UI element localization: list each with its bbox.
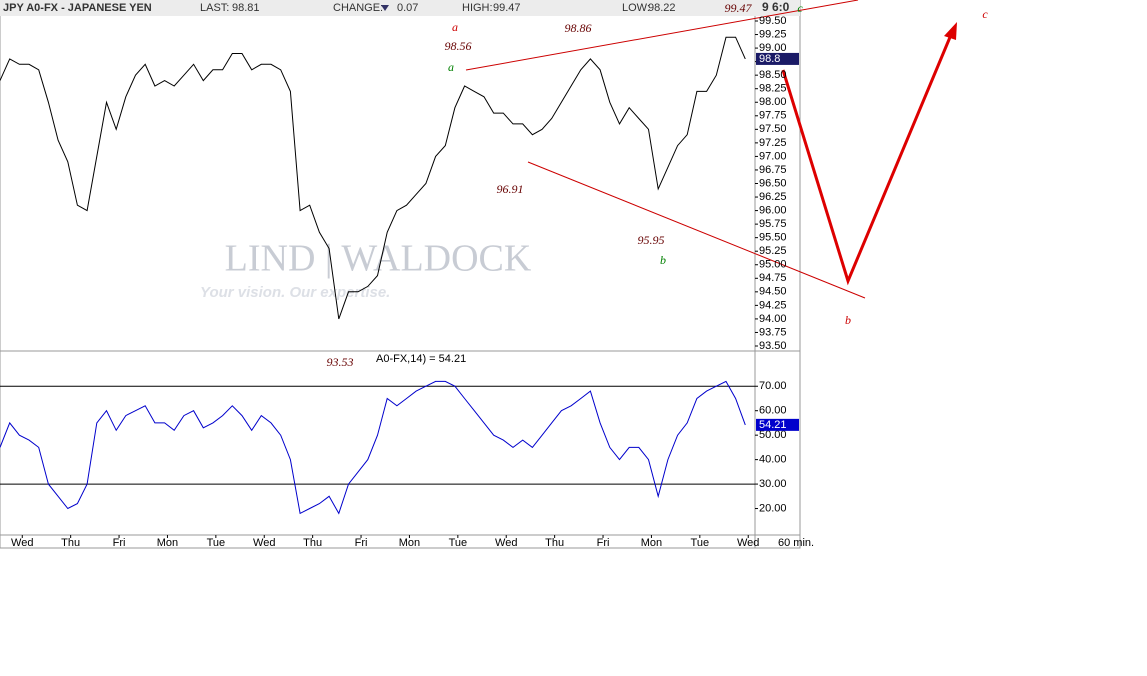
y-tick-label: 94.25	[759, 299, 787, 311]
x-tick-label: Mon	[399, 537, 420, 549]
y-tick-label: 50.00	[759, 429, 787, 441]
y-tick-label: 93.75	[759, 326, 787, 338]
last-value-label: 54.21	[759, 419, 787, 431]
x-tick-label: Thu	[303, 537, 322, 549]
wave-annotation: 98.86	[565, 21, 592, 35]
x-tick-label: Tue	[449, 537, 468, 549]
wave-annotation: b	[660, 253, 666, 267]
low-value: 98.22	[648, 2, 676, 14]
wave-annotation: c	[982, 7, 988, 21]
wave-annotation: a	[448, 60, 454, 74]
x-tick-label: Thu	[545, 537, 564, 549]
y-tick-label: 94.00	[759, 313, 787, 325]
last-value-label: 98.8	[759, 53, 780, 65]
wave-annotation: 96.91	[497, 182, 524, 196]
y-tick-label: 97.00	[759, 150, 787, 162]
y-tick-label: 94.75	[759, 272, 787, 284]
high-label: HIGH:	[462, 2, 493, 14]
y-tick-label: 96.50	[759, 177, 787, 189]
x-tick-label: Wed	[253, 537, 275, 549]
y-tick-label: 70.00	[759, 380, 787, 392]
wave-annotation: 95.95	[638, 233, 665, 247]
projection-arrow	[781, 29, 955, 286]
wave-annotation: 93.53	[327, 355, 354, 369]
last-value: 98.81	[232, 2, 260, 14]
chart-frame	[0, 0, 801, 549]
change-label: CHANGE:	[333, 2, 383, 14]
high-value: 99.47	[493, 2, 521, 14]
y-tick-label: 95.25	[759, 245, 787, 257]
time: 9 6:0	[762, 0, 790, 14]
x-tick-label: Wed	[737, 537, 759, 549]
x-tick-label: Mon	[641, 537, 662, 549]
y-tick-label: 93.50	[759, 340, 787, 352]
change-value: 0.07	[397, 2, 418, 14]
x-tick-label: Tue	[691, 537, 710, 549]
y-tick-label: 98.50	[759, 69, 787, 81]
wave-annotation: a	[452, 20, 458, 34]
y-tick-label: 96.25	[759, 191, 787, 203]
y-tick-label: 95.50	[759, 232, 787, 244]
symbol: JPY A0-FX - JAPANESE YEN	[3, 2, 152, 14]
y-tick-label: 99.25	[759, 28, 787, 40]
y-tick-label: 97.75	[759, 110, 787, 122]
last-value-box	[756, 418, 799, 431]
x-unit-label: 60 min.	[778, 537, 814, 549]
trend-line	[465, 0, 859, 71]
price-line	[0, 380, 746, 515]
header-bar	[0, 0, 800, 16]
y-tick-label: 20.00	[759, 502, 787, 514]
last-value-box	[756, 52, 799, 65]
trend-line	[527, 161, 866, 299]
wave-annotation: b	[845, 313, 851, 327]
x-tick-label: Fri	[355, 537, 368, 549]
y-tick-label: 96.00	[759, 204, 787, 216]
y-tick-label: 40.00	[759, 454, 787, 466]
y-tick-label: 99.50	[759, 15, 787, 27]
y-tick-label: 96.75	[759, 164, 787, 176]
y-tick-label: 30.00	[759, 478, 787, 490]
low-label: LOW:	[622, 2, 650, 14]
y-tick-label: 97.25	[759, 137, 787, 149]
change-icon	[381, 5, 389, 11]
x-tick-label: Thu	[61, 537, 80, 549]
wave-annotation: c	[797, 1, 803, 15]
y-tick-label: 98.00	[759, 96, 787, 108]
y-tick-label: 94.50	[759, 286, 787, 298]
arrow-head	[944, 22, 957, 40]
price-line	[0, 36, 746, 320]
x-tick-label: Wed	[495, 537, 517, 549]
watermark-tagline: Your vision. Our expertise.	[200, 284, 390, 301]
y-tick-label: 95.75	[759, 218, 787, 230]
wave-annotation: 99.47	[725, 1, 753, 15]
x-tick-label: Fri	[597, 537, 610, 549]
y-tick-label: 98.25	[759, 83, 787, 95]
wave-annotation: 98.56	[445, 39, 472, 53]
x-tick-label: Tue	[207, 537, 226, 549]
x-tick-label: Fri	[113, 537, 126, 549]
x-tick-label: Mon	[157, 537, 178, 549]
label-mask	[320, 352, 374, 374]
rsi-title: A0-FX,14) = 54.21	[376, 353, 466, 365]
x-tick-label: Wed	[11, 537, 33, 549]
last-label: LAST:	[200, 2, 229, 14]
y-tick-label: 60.00	[759, 405, 787, 417]
y-tick-label: 95.00	[759, 259, 787, 271]
y-tick-label: 99.00	[759, 42, 787, 54]
y-tick-label: 97.50	[759, 123, 787, 135]
